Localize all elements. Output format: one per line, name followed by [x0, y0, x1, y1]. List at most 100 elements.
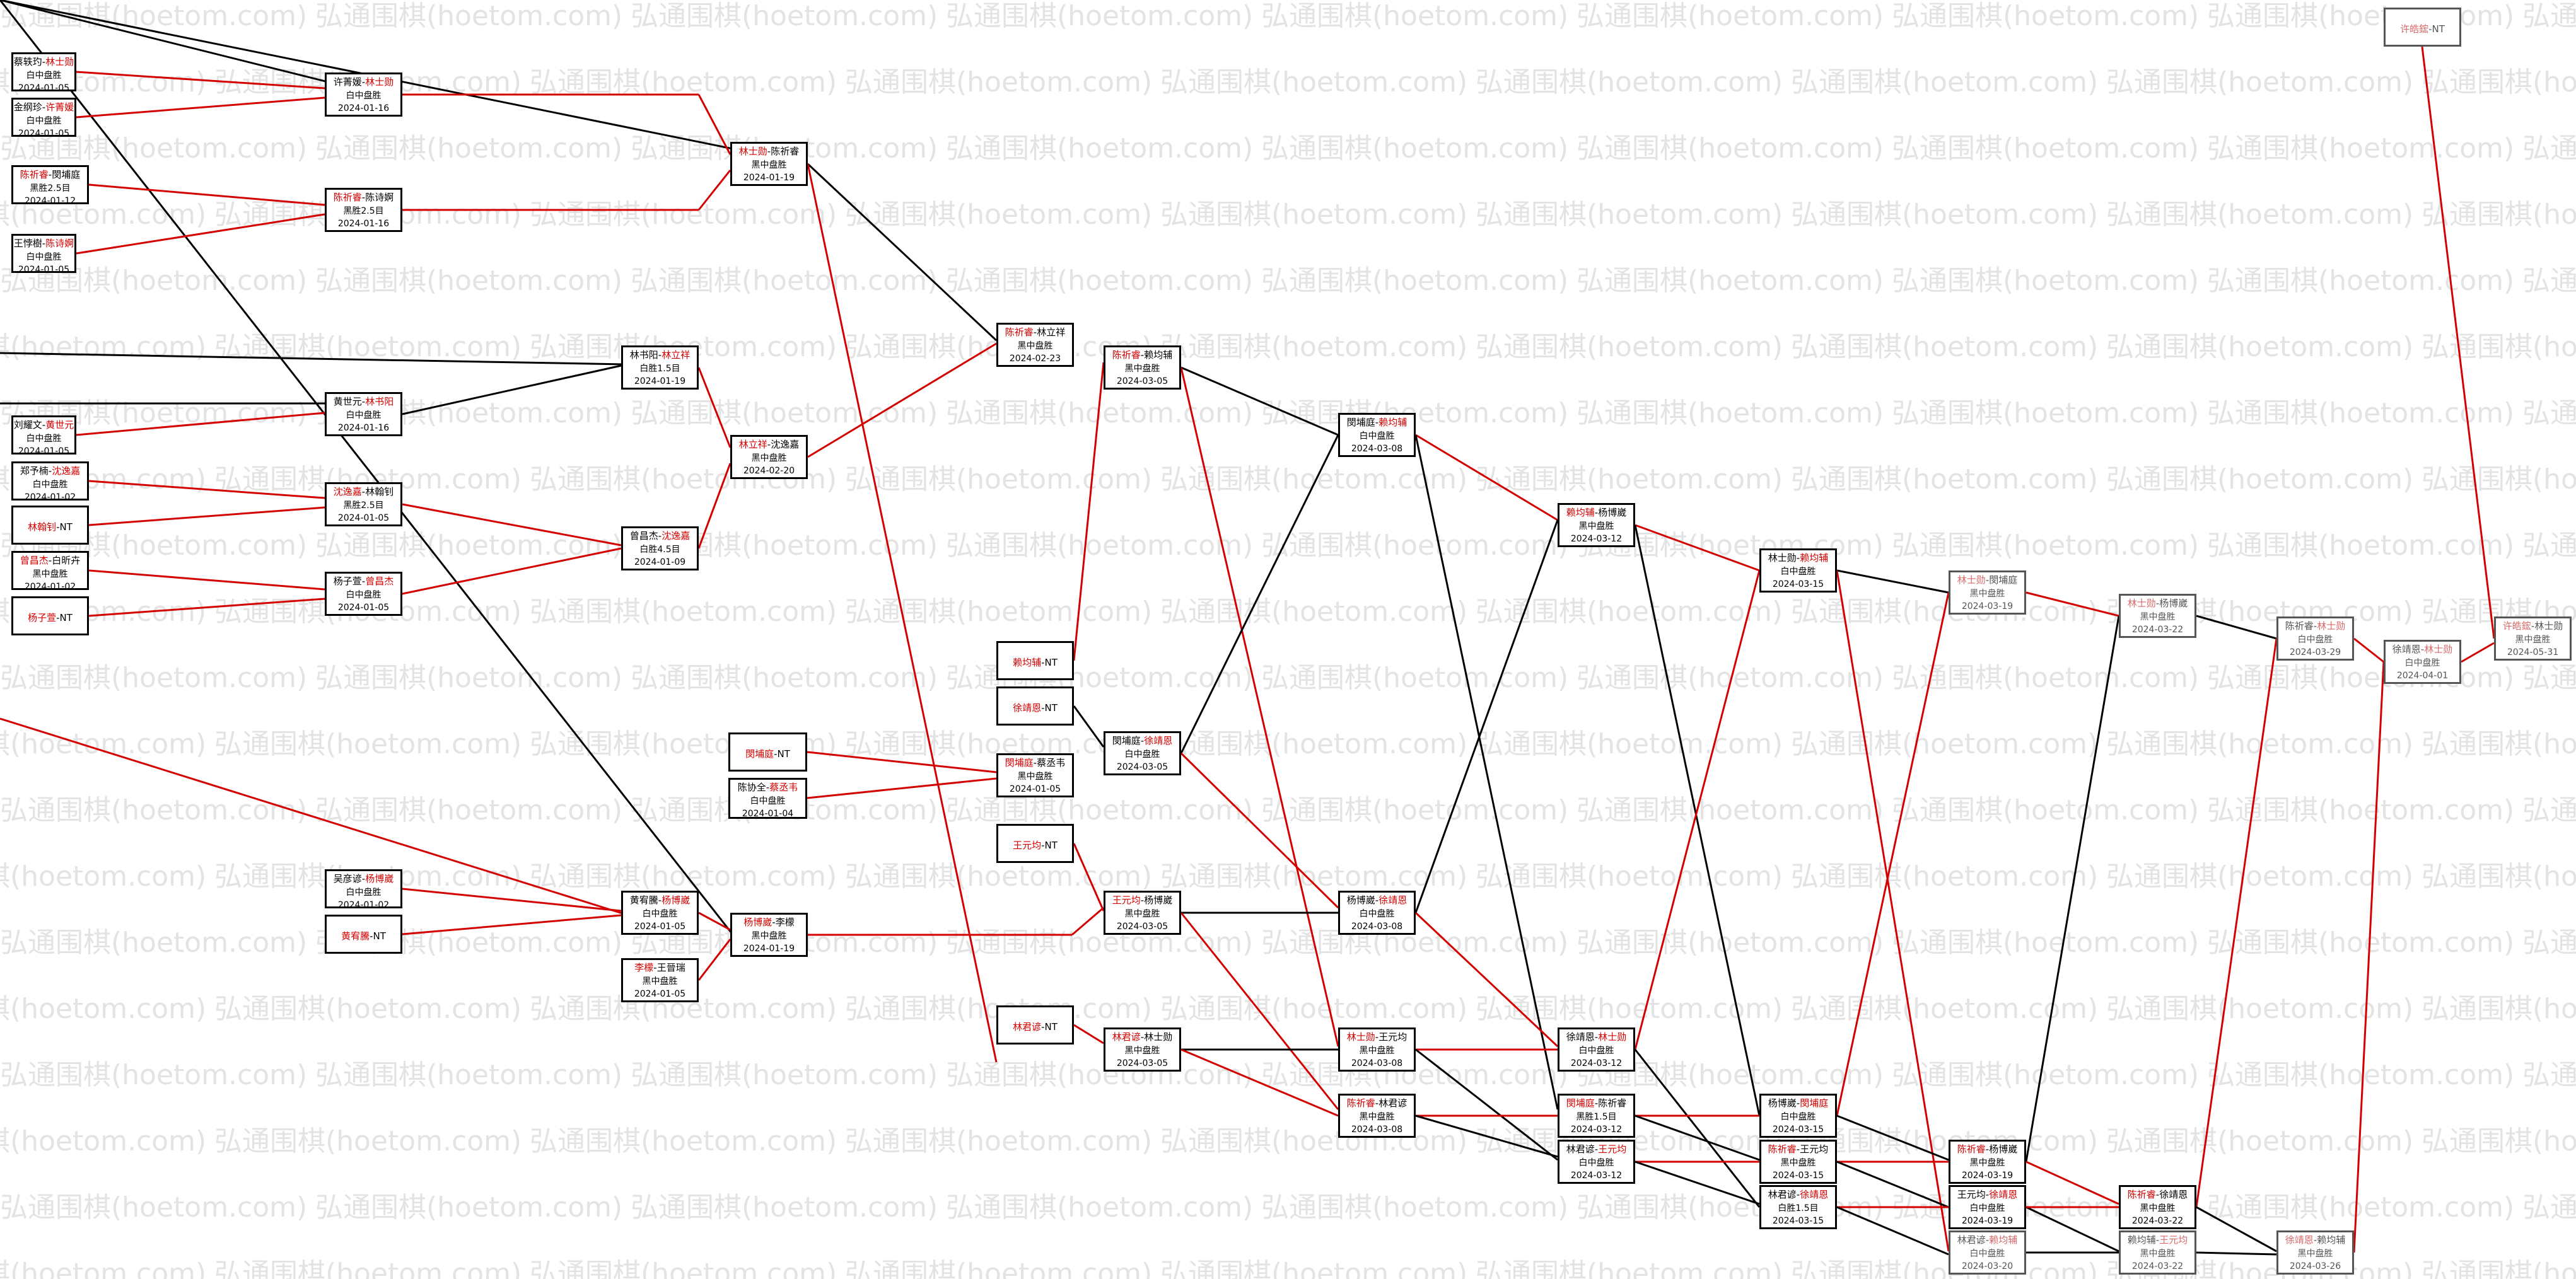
player-white: NT — [777, 748, 790, 760]
match-node: 閔埔庭-NT — [728, 732, 807, 772]
player-black: 许菁媛 — [333, 76, 362, 88]
player-black: 林君谚 — [1566, 1143, 1595, 1155]
match-date: 2024-01-02 — [24, 492, 76, 501]
player-white: 徐靖恩 — [1378, 894, 1407, 906]
match-result: 黑中盘胜 — [751, 453, 787, 463]
player-white: 赖均辅 — [1989, 1234, 2018, 1246]
bracket-connector — [1414, 519, 1559, 913]
watermark-text: 弘通围棋(hoetom.com) — [0, 132, 307, 165]
watermark-text: 弘通围棋(hoetom.com) — [2207, 927, 2514, 959]
match-result: 白中盘胜 — [1780, 567, 1816, 577]
player-black: 徐靖恩 — [1013, 702, 1042, 714]
watermark-text: 弘通围棋(hoetom.com) — [2207, 1059, 2514, 1091]
match-date: 2024-03-12 — [1570, 534, 1623, 544]
match-result: 白中盘胜 — [2297, 635, 2333, 645]
player-white: 杨博崴 — [1989, 1143, 2018, 1155]
player-white: NT — [373, 930, 386, 942]
watermark-text: 弘通围棋(hoetom.com) — [1892, 794, 2199, 826]
player-black: 王元均 — [1112, 894, 1141, 906]
match-date: 2024-01-05 — [337, 603, 390, 613]
match-result: 白中盘胜 — [26, 116, 62, 126]
bracket-connector — [697, 170, 731, 211]
watermark-text: 弘通围棋(hoetom.com) — [2522, 927, 2576, 959]
bracket-connector — [1073, 1024, 1104, 1045]
watermark-text: 弘通围棋(hoetom.com) — [845, 66, 1152, 98]
watermark-text: 弘通围棋(hoetom.com) — [946, 927, 1253, 959]
watermark-text: 弘通围棋(hoetom.com) — [214, 993, 522, 1025]
match-result: 白中盘胜 — [1969, 1203, 2005, 1213]
player-black: 沈逸嘉 — [333, 486, 362, 497]
match-date: 2024-03-19 — [1961, 601, 2014, 611]
match-node: 陈祈睿-閔埔庭 黑胜2.5目 2024-01-12 — [11, 165, 89, 204]
watermark-text: 弘通围棋(hoetom.com) — [315, 530, 622, 562]
watermark-text: 弘通围棋(hoetom.com) — [2422, 199, 2576, 231]
watermark-text: 弘通围棋(hoetom.com) — [1576, 927, 1884, 959]
watermark-text: 弘通围棋(hoetom.com) — [2522, 794, 2576, 826]
watermark-text: 弘通围棋(hoetom.com) — [946, 132, 1253, 165]
watermark-text: 弘通围棋(hoetom.com) — [2106, 199, 2413, 231]
watermark-text: 弘通围棋(hoetom.com) — [530, 1258, 837, 1279]
player-white: 陈祈睿 — [771, 146, 800, 157]
player-black: 杨博崴 — [1768, 1097, 1797, 1109]
match-result: 黑中盘胜 — [2515, 635, 2551, 645]
watermark-text: 弘通围棋(hoetom.com) — [1261, 265, 1568, 297]
match-result: 白中盘胜 — [32, 480, 68, 490]
bracket-connector — [1635, 1114, 1760, 1161]
watermark-text: 弘通围棋(hoetom.com) — [1261, 0, 1568, 32]
watermark-text: 弘通围棋(hoetom.com) — [946, 0, 1253, 32]
bracket-connector — [807, 163, 998, 342]
watermark-text: 弘通围棋(hoetom.com) — [0, 860, 206, 893]
bracket-connector — [1634, 524, 1761, 1116]
watermark-text: 弘通围棋(hoetom.com) — [2522, 132, 2576, 165]
watermark-text: 弘通围棋(hoetom.com) — [1160, 728, 1467, 760]
watermark-text: 弘通围棋(hoetom.com) — [2422, 66, 2576, 98]
watermark-text: 弘通围棋(hoetom.com) — [1892, 927, 2199, 959]
player-black: 林士勋 — [2127, 598, 2156, 609]
match-node: 杨子萱-NT — [11, 596, 89, 635]
match-result: 黑中盘胜 — [1780, 1158, 1816, 1168]
match-result: 黑中盘胜 — [751, 160, 787, 170]
watermark-text: 弘通围棋(hoetom.com) — [2207, 1191, 2514, 1224]
player-white: 王晉瑞 — [656, 962, 685, 973]
bracket-connector — [2461, 642, 2495, 663]
player-white: 林书阳 — [365, 396, 394, 407]
match-node: 林立祥-沈逸嘉 黑中盘胜 2024-02-20 — [730, 435, 808, 479]
match-node: 閔埔庭-徐靖恩 白中盘胜 2024-03-05 — [1104, 731, 1181, 775]
bracket-connector — [1415, 1114, 1558, 1158]
player-black: 陈祈睿 — [1112, 349, 1141, 361]
bracket-connector — [1414, 434, 1559, 1110]
player-black: 林君谚 — [1112, 1031, 1141, 1043]
match-node: 黄宥騰-杨博崴 白中盘胜 2024-01-05 — [621, 891, 699, 935]
watermark-text: 弘通围棋(hoetom.com) — [214, 1258, 522, 1279]
player-black: 黄宥騰 — [629, 894, 658, 906]
match-date: 2024-03-12 — [1570, 1171, 1623, 1181]
match-result: 黑中盘胜 — [1969, 1158, 2005, 1168]
match-date: 2024-03-29 — [2289, 647, 2341, 657]
watermark-text: 弘通围棋(hoetom.com) — [1261, 1191, 1568, 1224]
player-black: 王悖樹 — [13, 238, 42, 249]
player-white: 林士勋 — [2534, 620, 2563, 632]
bracket-connector — [88, 598, 325, 617]
watermark-text: 弘通围棋(hoetom.com) — [2422, 1258, 2576, 1279]
match-node: 徐靖恩-NT — [996, 686, 1074, 726]
watermark-text: 弘通围棋(hoetom.com) — [0, 1125, 206, 1157]
watermark-text: 弘通围棋(hoetom.com) — [530, 596, 837, 628]
match-node: 林翰钊-NT — [11, 506, 89, 545]
match-node: 沈逸嘉-林翰钊 黑胜2.5目 2024-01-05 — [325, 482, 402, 526]
watermark-text: 弘通围棋(hoetom.com) — [530, 860, 837, 893]
player-black: 徐靖恩 — [1566, 1031, 1595, 1043]
bracket-connector — [402, 503, 622, 547]
player-black: 杨博崴 — [743, 917, 772, 928]
bracket-connector — [1073, 705, 1105, 748]
bracket-connector — [1414, 912, 1559, 1048]
match-node: 林君谚-NT — [996, 1005, 1074, 1045]
watermark-text: 弘通围棋(hoetom.com) — [214, 1125, 522, 1157]
bracket-connector — [1836, 570, 1950, 1252]
bracket-connector — [1180, 367, 1339, 1047]
player-white: 徐靖恩 — [1144, 735, 1173, 746]
watermark-text: 弘通围棋(hoetom.com) — [2207, 794, 2514, 826]
bracket-connector — [2353, 661, 2385, 1253]
bracket-connector — [2025, 1160, 2119, 1205]
player-black: 林士勋 — [1768, 552, 1797, 564]
watermark-text: 弘通围棋(hoetom.com) — [631, 397, 938, 429]
